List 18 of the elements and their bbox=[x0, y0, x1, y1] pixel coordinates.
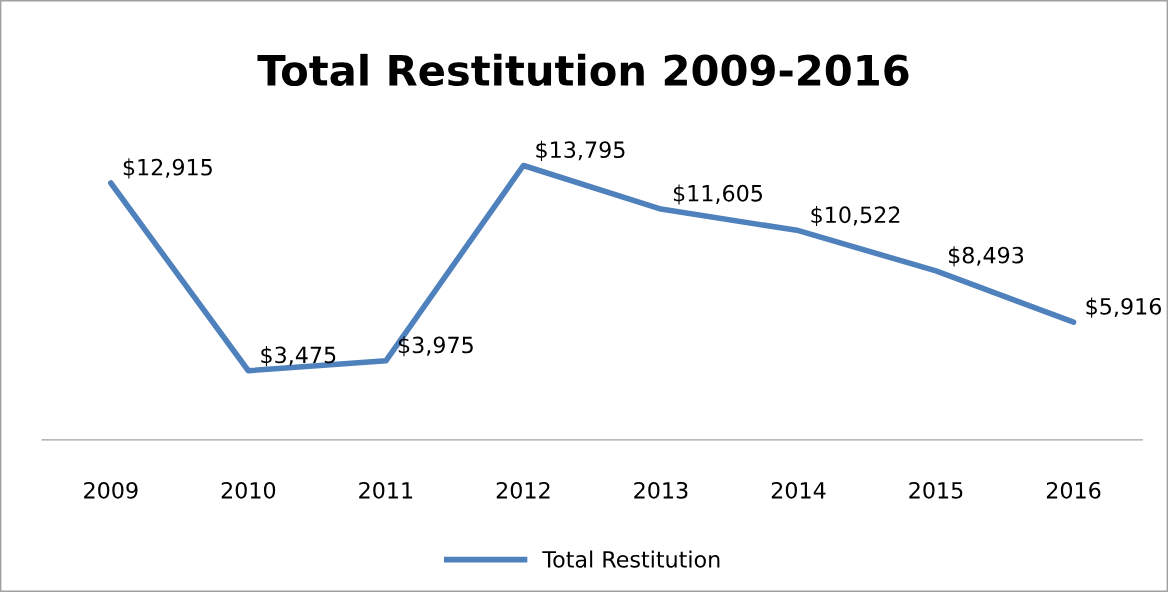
x-tick-label: 2009 bbox=[84, 481, 138, 499]
data-label: $10,522 bbox=[811, 205, 900, 227]
x-tick-label: 2013 bbox=[634, 481, 688, 499]
chart-title: Total Restitution 2009-2016 bbox=[257, 53, 909, 87]
legend-label: Total Restitution bbox=[542, 550, 720, 568]
data-label: $3,975 bbox=[398, 336, 473, 357]
x-tick-label: 2015 bbox=[909, 481, 963, 499]
data-label: $5,916 bbox=[1086, 297, 1162, 318]
data-label: $8,493 bbox=[948, 246, 1024, 267]
data-label: $13,795 bbox=[536, 140, 625, 162]
x-tick-label: 2010 bbox=[221, 481, 276, 499]
data-label: $12,915 bbox=[123, 158, 212, 179]
data-label: $11,605 bbox=[673, 184, 763, 205]
x-tick-label: 2016 bbox=[1046, 481, 1101, 499]
x-tick-label: 2014 bbox=[771, 481, 826, 499]
x-tick-label: 2012 bbox=[496, 481, 550, 499]
x-tick-label: 2011 bbox=[359, 481, 413, 499]
data-label: $3,475 bbox=[261, 346, 336, 367]
